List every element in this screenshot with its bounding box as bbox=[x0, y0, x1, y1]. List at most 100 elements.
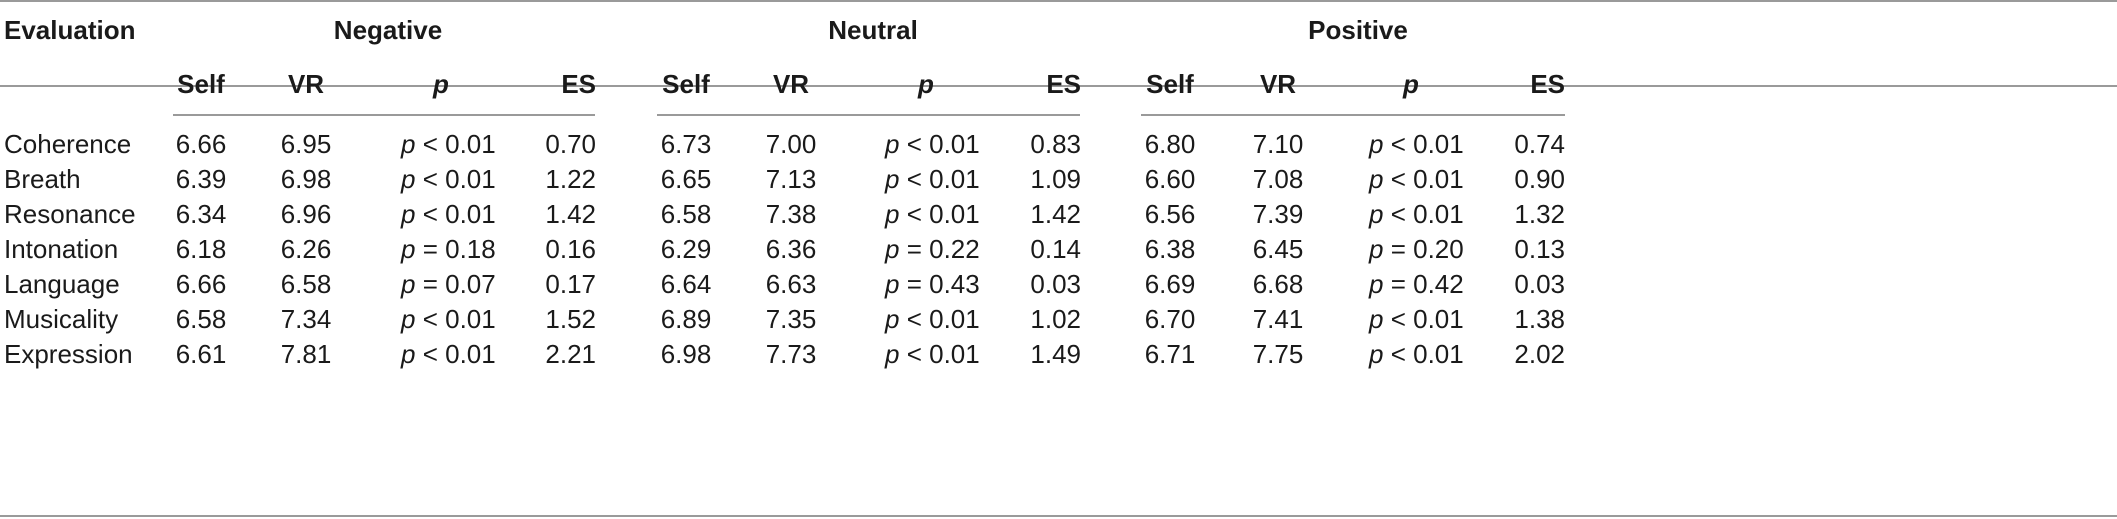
p-comparison: < 0.01 bbox=[1390, 304, 1464, 334]
cell-self: 6.18 bbox=[175, 234, 227, 264]
cell-p-value: p < 0.01 bbox=[885, 129, 980, 159]
cell-p-value: p < 0.01 bbox=[401, 164, 496, 194]
cell-self: 6.66 bbox=[175, 269, 227, 299]
cell-vr: 6.63 bbox=[765, 269, 817, 299]
row-label: Language bbox=[4, 269, 120, 299]
cell-self: 6.73 bbox=[660, 129, 712, 159]
cell-p-value: p < 0.01 bbox=[401, 129, 496, 159]
cell-self: 6.39 bbox=[175, 164, 227, 194]
group-header: Neutral bbox=[828, 15, 918, 45]
group-header: Negative bbox=[333, 15, 443, 45]
p-symbol: p bbox=[885, 129, 900, 159]
cell-p-value: p < 0.01 bbox=[885, 164, 980, 194]
p-comparison: = 0.20 bbox=[1390, 234, 1464, 264]
p-comparison: < 0.01 bbox=[422, 129, 496, 159]
cell-es: 0.14 bbox=[1030, 234, 1081, 264]
group-underline bbox=[173, 114, 595, 116]
cell-es: 0.03 bbox=[1030, 269, 1081, 299]
subheader-p: p bbox=[918, 69, 934, 99]
p-comparison: = 0.22 bbox=[906, 234, 980, 264]
cell-p-value: p < 0.01 bbox=[401, 304, 496, 334]
cell-p-value: p < 0.01 bbox=[1369, 129, 1464, 159]
p-comparison: < 0.01 bbox=[1390, 129, 1464, 159]
cell-es: 1.38 bbox=[1514, 304, 1565, 334]
cell-p-value: p < 0.01 bbox=[1369, 339, 1464, 369]
header-evaluation: Evaluation bbox=[4, 15, 136, 45]
p-comparison: < 0.01 bbox=[906, 164, 980, 194]
cell-self: 6.58 bbox=[660, 199, 712, 229]
row-label: Resonance bbox=[4, 199, 136, 229]
p-comparison: = 0.07 bbox=[422, 269, 496, 299]
cell-p-value: p < 0.01 bbox=[885, 304, 980, 334]
cell-self: 6.56 bbox=[1144, 199, 1196, 229]
cell-self: 6.58 bbox=[175, 304, 227, 334]
table-top-rule bbox=[0, 0, 2117, 2]
cell-es: 1.02 bbox=[1030, 304, 1081, 334]
p-symbol: p bbox=[885, 269, 900, 299]
row-label: Musicality bbox=[4, 304, 119, 334]
p-symbol: p bbox=[885, 339, 900, 369]
p-symbol: p bbox=[1369, 129, 1384, 159]
cell-es: 0.70 bbox=[545, 129, 596, 159]
row-label: Coherence bbox=[4, 129, 132, 159]
cell-es: 0.03 bbox=[1514, 269, 1565, 299]
group-header: Positive bbox=[1308, 15, 1408, 45]
p-symbol: p bbox=[1369, 234, 1384, 264]
cell-vr: 7.13 bbox=[765, 164, 817, 194]
p-symbol: p bbox=[1369, 304, 1384, 334]
p-comparison: < 0.01 bbox=[422, 339, 496, 369]
group-underline bbox=[657, 114, 1080, 116]
cell-es: 0.13 bbox=[1514, 234, 1565, 264]
cell-self: 6.71 bbox=[1144, 339, 1196, 369]
cell-p-value: p = 0.43 bbox=[885, 269, 980, 299]
subheader-es: ES bbox=[561, 69, 596, 99]
p-comparison: < 0.01 bbox=[422, 199, 496, 229]
cell-p-value: p < 0.01 bbox=[1369, 304, 1464, 334]
p-comparison: = 0.18 bbox=[422, 234, 496, 264]
p-symbol: p bbox=[401, 234, 416, 264]
p-symbol: p bbox=[401, 339, 416, 369]
cell-vr: 7.08 bbox=[1252, 164, 1304, 194]
subheader-self: Self bbox=[177, 69, 225, 99]
cell-p-value: p = 0.18 bbox=[401, 234, 496, 264]
subheader-es: ES bbox=[1530, 69, 1565, 99]
cell-vr: 6.98 bbox=[280, 164, 332, 194]
cell-self: 6.89 bbox=[660, 304, 712, 334]
cell-p-value: p = 0.20 bbox=[1369, 234, 1464, 264]
cell-self: 6.80 bbox=[1144, 129, 1196, 159]
p-symbol: p bbox=[401, 164, 416, 194]
cell-self: 6.70 bbox=[1144, 304, 1196, 334]
p-comparison: < 0.01 bbox=[906, 199, 980, 229]
p-comparison: = 0.43 bbox=[906, 269, 980, 299]
cell-es: 2.02 bbox=[1514, 339, 1565, 369]
p-symbol: p bbox=[401, 269, 416, 299]
cell-vr: 6.26 bbox=[280, 234, 332, 264]
row-label: Breath bbox=[4, 164, 81, 194]
subheader-self: Self bbox=[662, 69, 710, 99]
p-symbol: p bbox=[885, 304, 900, 334]
cell-self: 6.69 bbox=[1144, 269, 1196, 299]
p-symbol: p bbox=[401, 304, 416, 334]
cell-p-value: p < 0.01 bbox=[1369, 164, 1464, 194]
cell-p-value: p < 0.01 bbox=[401, 199, 496, 229]
cell-es: 0.17 bbox=[545, 269, 596, 299]
p-comparison: < 0.01 bbox=[1390, 164, 1464, 194]
subheader-p: p bbox=[1403, 69, 1419, 99]
p-symbol: p bbox=[1369, 164, 1384, 194]
subheader-p: p bbox=[433, 69, 449, 99]
p-comparison: < 0.01 bbox=[906, 304, 980, 334]
p-symbol: p bbox=[885, 199, 900, 229]
p-comparison: < 0.01 bbox=[422, 304, 496, 334]
cell-es: 1.32 bbox=[1514, 199, 1565, 229]
cell-p-value: p = 0.42 bbox=[1369, 269, 1464, 299]
cell-self: 6.38 bbox=[1144, 234, 1196, 264]
cell-p-value: p < 0.01 bbox=[401, 339, 496, 369]
cell-vr: 6.45 bbox=[1252, 234, 1304, 264]
p-comparison: < 0.01 bbox=[1390, 199, 1464, 229]
cell-self: 6.98 bbox=[660, 339, 712, 369]
cell-self: 6.61 bbox=[175, 339, 227, 369]
cell-vr: 7.75 bbox=[1252, 339, 1304, 369]
cell-vr: 7.10 bbox=[1252, 129, 1304, 159]
p-symbol: p bbox=[1369, 269, 1384, 299]
cell-es: 1.42 bbox=[545, 199, 596, 229]
